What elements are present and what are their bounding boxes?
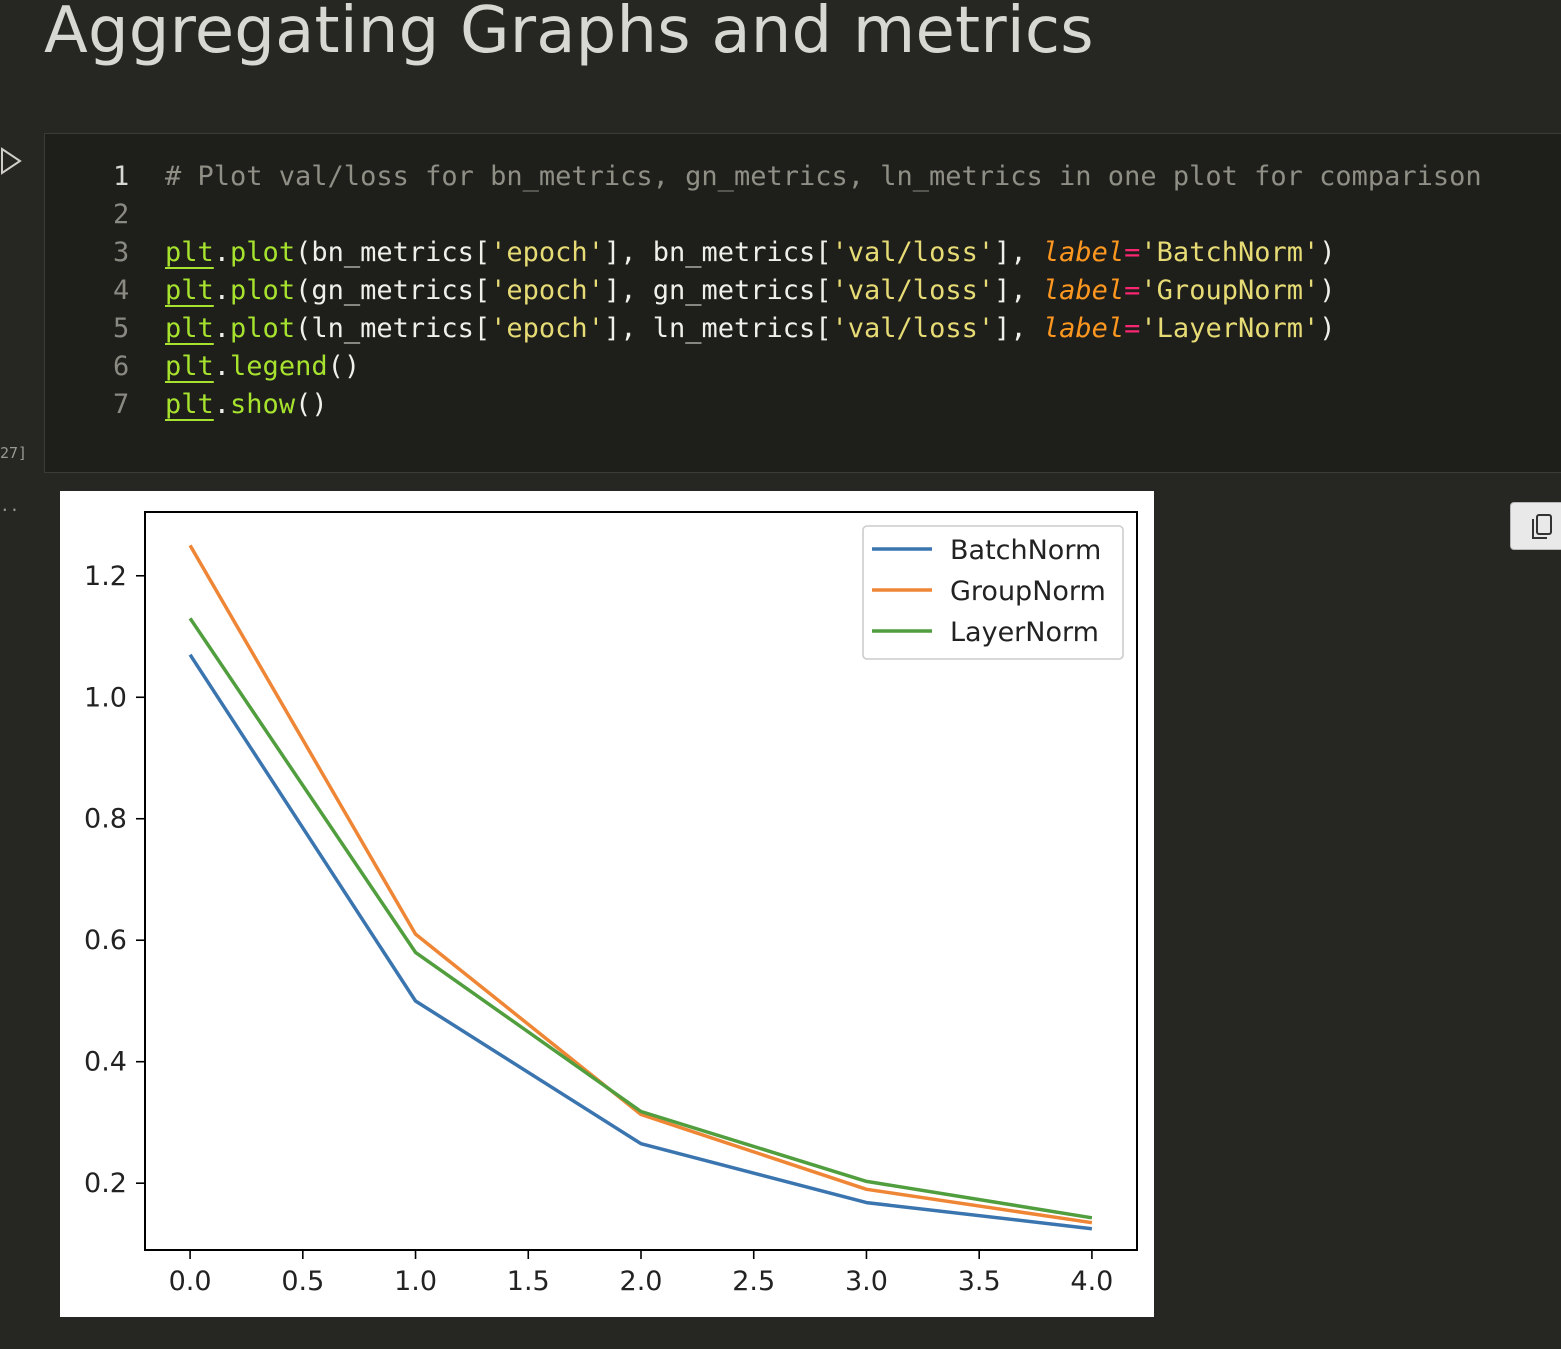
code-token: ], [994, 237, 1043, 268]
x-tick-label: 4.0 [1070, 1266, 1113, 1297]
code-token: () [327, 351, 361, 382]
legend-label: GroupNorm [950, 576, 1106, 607]
code-token: . [213, 351, 231, 382]
code-token: plot [230, 237, 296, 268]
x-tick-label: 0.5 [281, 1266, 324, 1297]
line-number: 5 [113, 313, 130, 344]
code-token: 'epoch' [490, 237, 604, 268]
code-token: # Plot val/loss for bn_metrics, gn_metri… [165, 161, 1482, 192]
code-text[interactable]: plt.plot(bn_metrics['epoch'], bn_metrics… [165, 234, 1336, 272]
code-cell[interactable]: 1 # Plot val/loss for bn_metrics, gn_metr… [44, 133, 1561, 473]
code-text[interactable]: plt.legend() [165, 348, 360, 386]
code-token: label [1042, 275, 1125, 306]
series-line-layernorm [188, 617, 1093, 1220]
series-line-groupnorm [188, 544, 1093, 1225]
code-token: = [1124, 275, 1141, 306]
x-tick-label: 0.0 [169, 1266, 212, 1297]
line-number: 6 [113, 351, 130, 382]
legend-box [862, 525, 1124, 660]
code-token: plt [165, 389, 214, 420]
code-token: 'BatchNorm' [1140, 237, 1320, 268]
code-token: . [213, 313, 231, 344]
x-tick-label: 1.0 [394, 1266, 437, 1297]
code-token: plot [230, 275, 296, 306]
y-tick-label: 0.8 [84, 804, 127, 835]
copy-icon [1532, 514, 1552, 539]
code-token: (bn_metrics[ [295, 237, 491, 268]
code-token: legend [230, 351, 328, 382]
code-token: plt [165, 237, 214, 268]
code-token: ], ln_metrics[ [603, 313, 832, 344]
code-token: ) [1319, 313, 1336, 344]
code-token: () [295, 389, 328, 420]
code-text[interactable]: plt.plot(gn_metrics['epoch'], gn_metrics… [165, 272, 1336, 310]
code-token: = [1124, 237, 1141, 268]
y-tick-label: 0.2 [84, 1168, 127, 1199]
code-token: 'epoch' [490, 275, 604, 306]
series-line-batchnorm [188, 653, 1093, 1231]
y-tick-label: 1.2 [84, 561, 127, 592]
code-token: plt [165, 351, 214, 382]
y-tick-label: 0.4 [84, 1047, 127, 1078]
code-token: ], gn_metrics[ [603, 275, 832, 306]
code-token: (gn_metrics[ [295, 275, 491, 306]
line-number: 3 [113, 237, 130, 268]
plot-output: 0.0 0.5 1.0 1.5 2.0 2.5 3.0 3.5 4.0 0.2 0.4 0.6 0.8 1… [60, 491, 1154, 1317]
code-token: ], [994, 313, 1043, 344]
code-token: 'LayerNorm' [1140, 313, 1320, 344]
section-heading: Aggregating Graphs and metrics [44, 0, 1094, 68]
code-token: ], [994, 275, 1043, 306]
line-chart: 0.0 0.5 1.0 1.5 2.0 2.5 3.0 3.5 4.0 0.2 0.4 0.6 0.8 1… [84, 511, 1138, 1297]
code-text[interactable]: plt.plot(ln_metrics['epoch'], ln_metrics… [165, 310, 1336, 348]
play-icon [1, 147, 22, 175]
code-token: 'val/loss' [831, 237, 995, 268]
line-number: 7 [113, 389, 130, 420]
line-number: 4 [113, 275, 130, 306]
copy-output-button[interactable] [1510, 502, 1561, 550]
code-token: plot [230, 313, 296, 344]
x-tick-label: 1.5 [507, 1266, 550, 1297]
code-text[interactable]: plt.show() [165, 386, 328, 424]
legend-label: LayerNorm [950, 617, 1099, 648]
code-token: label [1042, 313, 1125, 344]
execution-count: 27] [0, 444, 28, 462]
line-number: 1 [113, 161, 130, 192]
code-token: 'epoch' [490, 313, 604, 344]
code-token: ], bn_metrics[ [603, 237, 832, 268]
run-cell-button[interactable] [0, 146, 24, 176]
output-prompt[interactable]: .. [0, 496, 20, 515]
code-token: ) [1319, 237, 1336, 268]
x-tick-label: 3.0 [845, 1266, 888, 1297]
code-token: = [1124, 313, 1141, 344]
x-tick-label: 2.5 [732, 1266, 775, 1297]
code-token: 'val/loss' [831, 313, 995, 344]
legend-label: BatchNorm [950, 535, 1101, 566]
x-tick-label: 2.0 [620, 1266, 663, 1297]
code-token: . [213, 237, 231, 268]
x-tick-label: 3.5 [958, 1266, 1001, 1297]
code-text[interactable]: # Plot val/loss for bn_metrics, gn_metri… [165, 158, 1482, 196]
y-tick-label: 1.0 [84, 682, 127, 713]
code-token: . [213, 389, 231, 420]
code-token: show [230, 389, 296, 420]
code-token: label [1042, 237, 1125, 268]
code-token: plt [165, 275, 214, 306]
code-token: . [213, 275, 231, 306]
y-tick-label: 0.6 [84, 925, 127, 956]
code-token: plt [165, 313, 214, 344]
line-number: 2 [113, 199, 130, 230]
code-token: 'val/loss' [831, 275, 995, 306]
code-token: (ln_metrics[ [295, 313, 491, 344]
code-token: 'GroupNorm' [1140, 275, 1320, 306]
code-token: ) [1319, 275, 1336, 306]
